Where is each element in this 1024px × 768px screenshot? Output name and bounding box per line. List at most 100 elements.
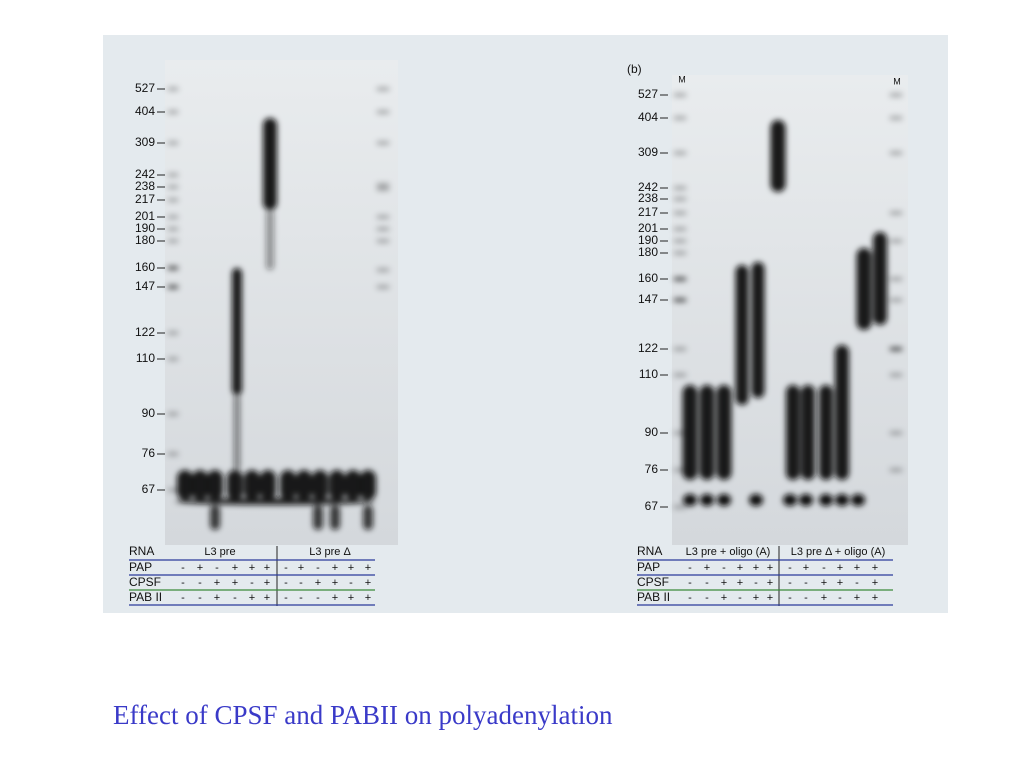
marker-band	[168, 185, 178, 189]
labels: 5274043092422382172011901801601471221109…	[129, 62, 901, 606]
sign: +	[753, 562, 759, 574]
marker-band	[168, 357, 178, 361]
band	[234, 395, 240, 470]
size-marker: 90	[142, 406, 156, 420]
marker-band	[890, 151, 902, 155]
sign: -	[855, 577, 859, 589]
band	[227, 470, 243, 500]
band	[819, 385, 833, 480]
marker-band	[674, 505, 686, 509]
sign: -	[688, 592, 692, 604]
group-label: L3 pre Δ	[309, 546, 351, 558]
band	[873, 232, 887, 325]
marker-band	[377, 187, 389, 191]
group-label: L3 pre	[204, 546, 235, 558]
marker-band	[890, 116, 902, 120]
gel-bands	[168, 87, 902, 530]
row-label: RNA	[129, 544, 154, 558]
marker-band	[168, 141, 178, 145]
marker-band	[674, 93, 686, 97]
sign: +	[249, 592, 255, 604]
marker-band	[890, 211, 902, 215]
band	[260, 470, 276, 500]
size-marker: 76	[142, 446, 156, 460]
marker-band	[890, 298, 902, 302]
marker-band	[890, 277, 902, 281]
band	[313, 505, 323, 530]
sign: +	[767, 562, 773, 574]
marker-band	[377, 110, 389, 114]
sign: -	[788, 577, 792, 589]
sign: -	[822, 562, 826, 574]
marker-band	[168, 110, 178, 114]
marker-band	[674, 431, 686, 435]
sign: +	[821, 592, 827, 604]
sign: +	[197, 562, 203, 574]
marker-band	[890, 373, 902, 377]
row-label: PAP	[637, 560, 660, 574]
band	[280, 470, 296, 500]
sign: +	[872, 577, 878, 589]
sign: +	[332, 562, 338, 574]
marker-band	[890, 239, 902, 243]
band	[263, 118, 277, 210]
row-label: PAB II	[637, 590, 670, 604]
gel-a	[165, 60, 398, 545]
sign: -	[299, 592, 303, 604]
lane-label: M	[893, 76, 901, 86]
marker-band	[674, 227, 686, 231]
sign: -	[788, 592, 792, 604]
sign: -	[705, 577, 709, 589]
sign: -	[181, 562, 185, 574]
marker-band	[674, 116, 686, 120]
marker-band	[674, 373, 686, 377]
sign: -	[688, 562, 692, 574]
band	[192, 470, 208, 500]
caption: Effect of CPSF and PABII on polyadenylat…	[113, 700, 613, 730]
marker-band	[377, 239, 389, 243]
size-marker: 67	[645, 499, 659, 513]
marker-band	[377, 227, 389, 231]
sign: -	[788, 562, 792, 574]
band	[232, 268, 242, 395]
marker-band	[377, 183, 389, 187]
size-marker: 238	[135, 179, 155, 193]
sign: +	[872, 562, 878, 574]
sign: -	[215, 562, 219, 574]
marker-band	[168, 285, 178, 289]
size-marker: 309	[135, 135, 155, 149]
band	[783, 494, 797, 506]
band	[851, 494, 865, 506]
band	[210, 505, 220, 530]
band	[360, 470, 376, 500]
size-marker: 67	[142, 482, 156, 496]
marker-band	[168, 452, 178, 456]
size-marker: 527	[638, 87, 658, 101]
band	[682, 385, 698, 480]
sign: -	[722, 562, 726, 574]
size-marker: 190	[135, 221, 155, 235]
band	[244, 470, 260, 500]
sign: -	[804, 577, 808, 589]
marker-band	[674, 186, 686, 190]
marker-band	[674, 277, 686, 281]
marker-band	[674, 239, 686, 243]
sign: +	[821, 577, 827, 589]
group-label: L3 pre Δ + oligo (A)	[791, 546, 885, 558]
sign: +	[298, 562, 304, 574]
sign: +	[837, 562, 843, 574]
marker-band	[890, 347, 902, 351]
size-marker: 180	[638, 245, 658, 259]
size-marker: 217	[638, 205, 658, 219]
sign: +	[365, 592, 371, 604]
marker-band	[674, 298, 686, 302]
sign: +	[332, 592, 338, 604]
marker-band	[168, 266, 178, 270]
size-marker: 404	[135, 104, 155, 118]
size-marker: 242	[638, 180, 658, 194]
marker-band	[377, 268, 389, 272]
group-label: L3 pre + oligo (A)	[686, 546, 771, 558]
sign: -	[316, 562, 320, 574]
sign: +	[737, 577, 743, 589]
